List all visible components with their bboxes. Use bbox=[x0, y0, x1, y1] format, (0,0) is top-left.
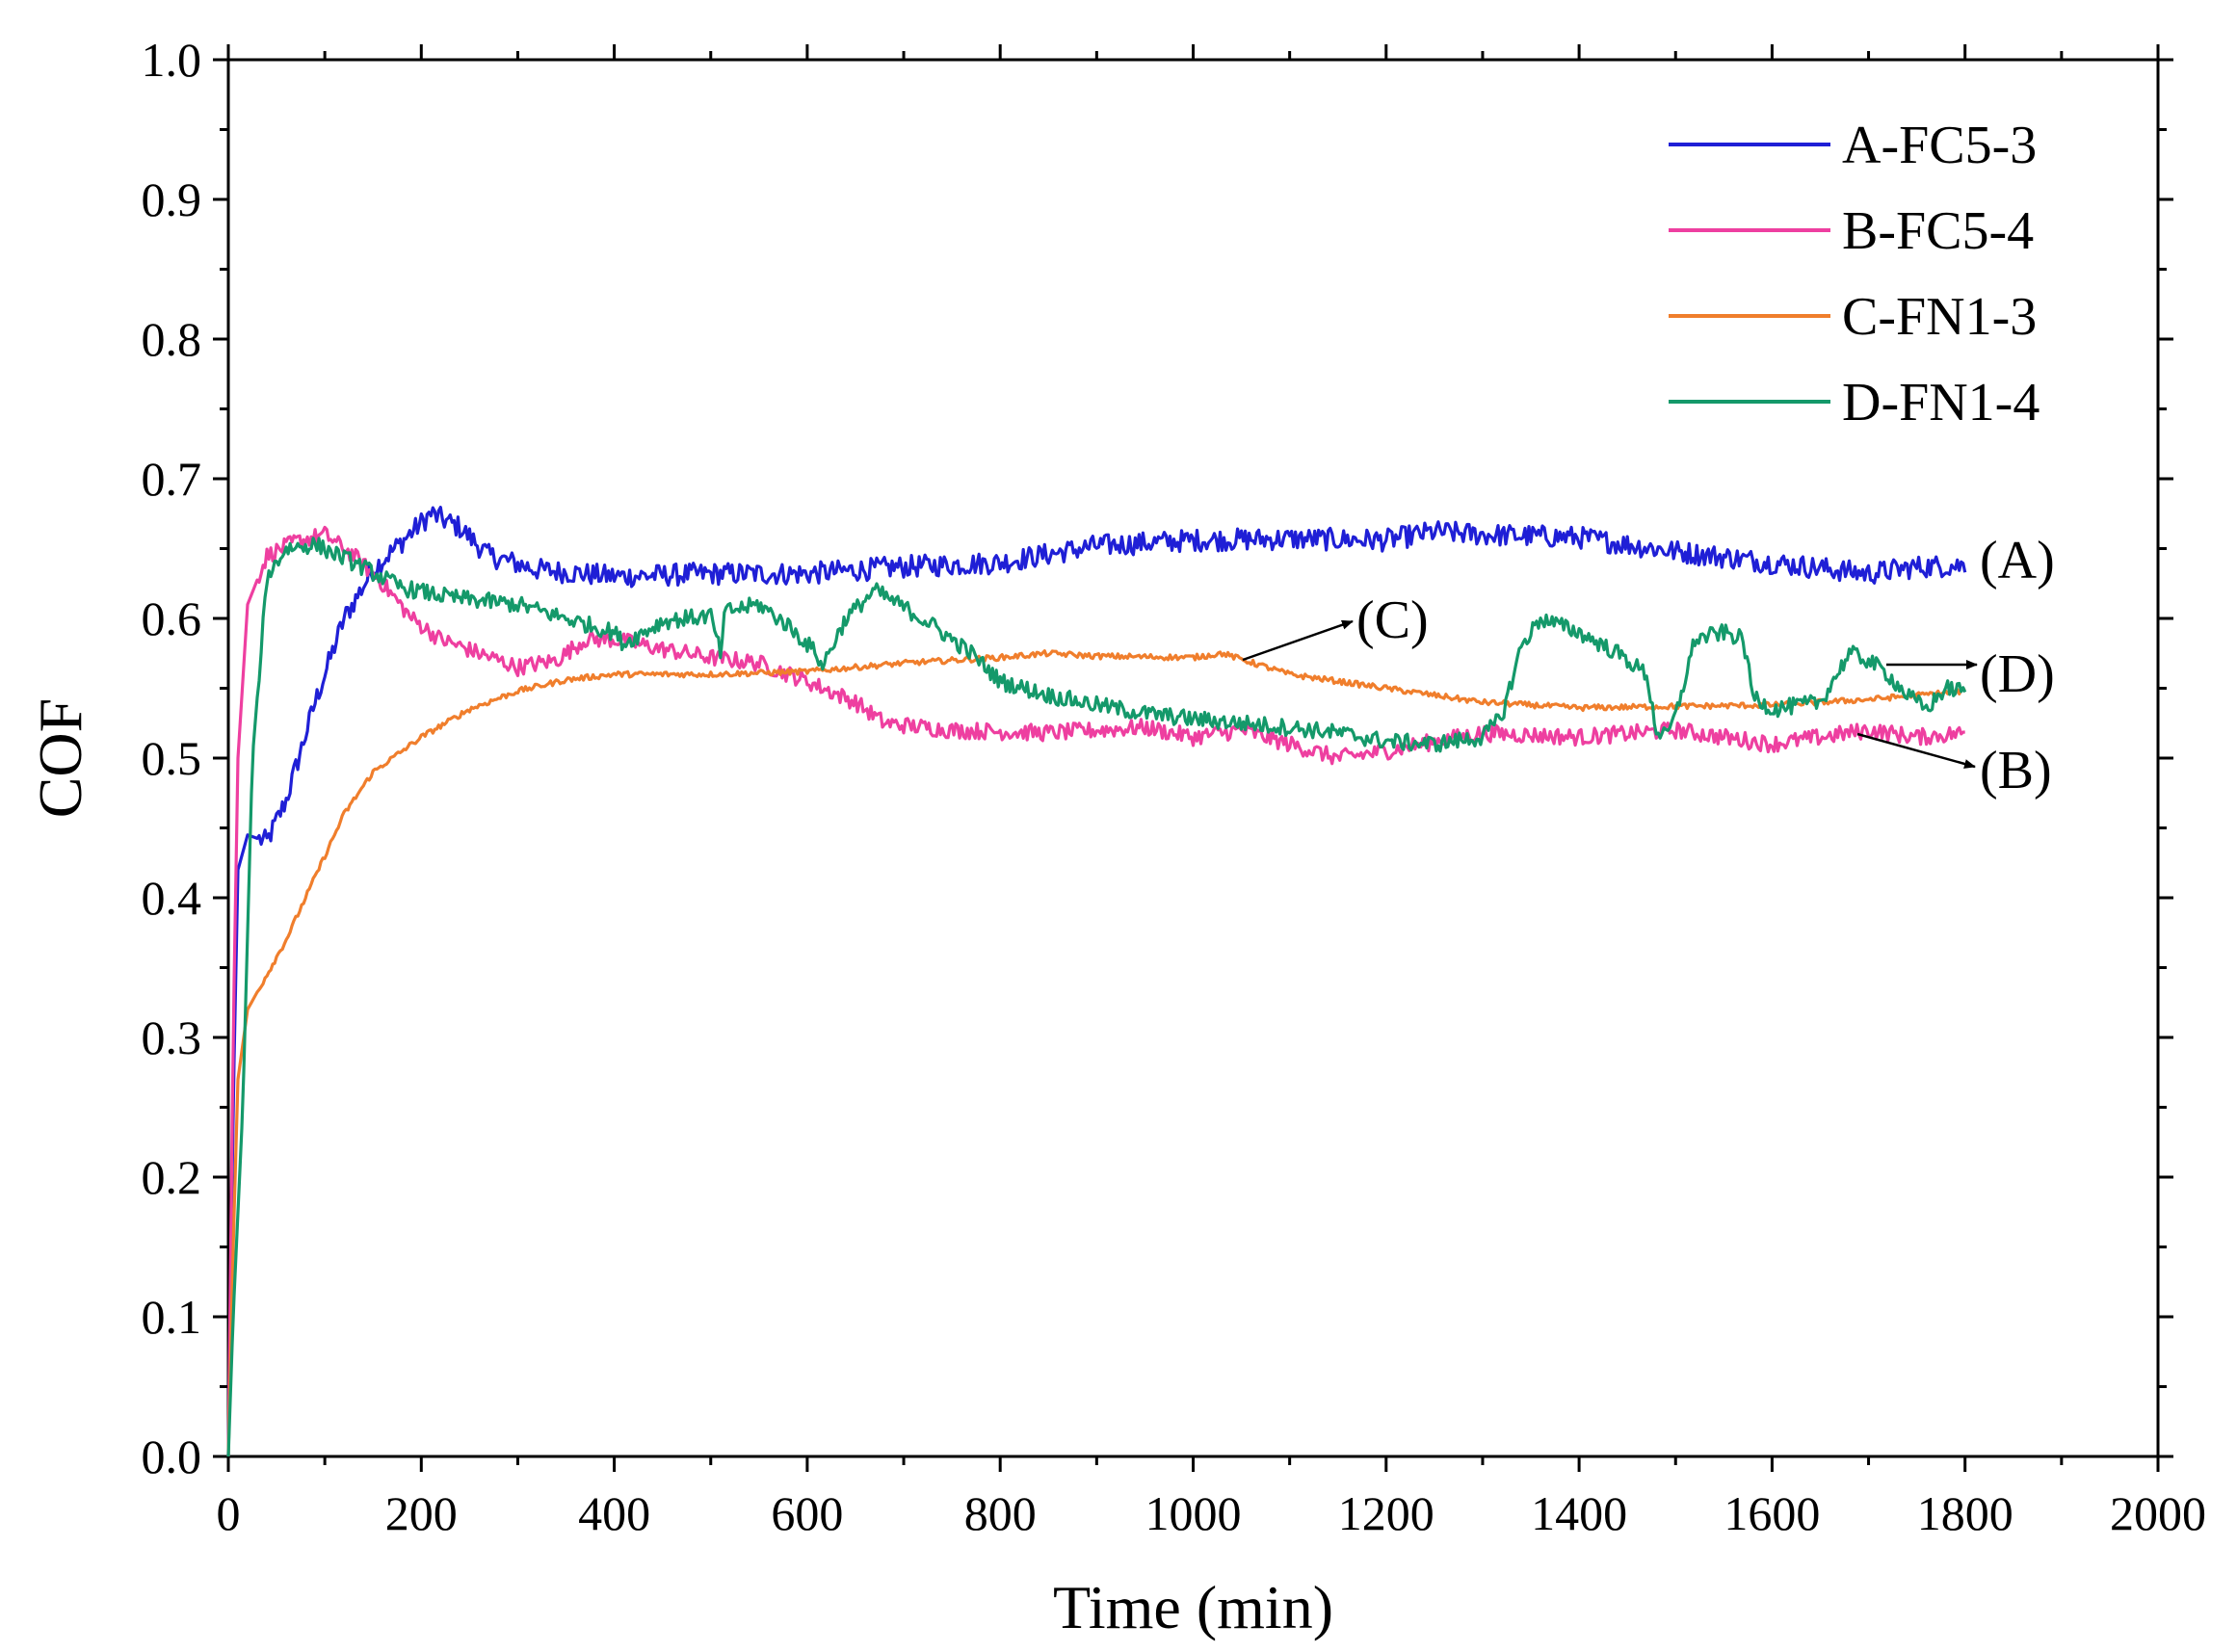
x-tick-label: 1400 bbox=[1531, 1486, 1627, 1540]
y-tick-label: 1.0 bbox=[142, 33, 202, 87]
series-line-a bbox=[226, 506, 1967, 1457]
annotation-label-a: (A) bbox=[1980, 531, 2055, 590]
legend-label-d: D-FN1-4 bbox=[1842, 373, 2040, 433]
x-tick-label: 2000 bbox=[2110, 1486, 2206, 1540]
series-line-c bbox=[226, 649, 1966, 1457]
y-tick-label: 0.3 bbox=[142, 1010, 202, 1064]
x-tick-label: 1200 bbox=[1338, 1486, 1434, 1540]
x-tick-label: 600 bbox=[771, 1486, 843, 1540]
y-tick-label: 0.4 bbox=[142, 871, 202, 925]
y-tick-label: 0.0 bbox=[142, 1429, 202, 1483]
x-tick-label: 1000 bbox=[1145, 1486, 1242, 1540]
annotation-label-d: (D) bbox=[1980, 644, 2055, 704]
x-tick-label: 400 bbox=[578, 1486, 650, 1540]
plot-frame bbox=[226, 58, 2160, 1458]
annotation-label-c: (C) bbox=[1356, 590, 1429, 650]
y-tick-label: 0.1 bbox=[142, 1290, 202, 1344]
annotation-arrow-b bbox=[1856, 732, 1976, 769]
y-tick-label: 0.6 bbox=[142, 591, 202, 645]
x-tick-label: 0 bbox=[217, 1486, 241, 1540]
legend-label-b: B-FC5-4 bbox=[1842, 201, 2034, 261]
y-tick-label: 0.2 bbox=[142, 1150, 202, 1204]
y-tick-label: 0.7 bbox=[142, 452, 202, 506]
y-axis-title: COF bbox=[26, 698, 94, 819]
series-line-b bbox=[226, 525, 1965, 1457]
legend-label-a: A-FC5-3 bbox=[1842, 116, 2037, 175]
y-tick-label: 0.8 bbox=[142, 312, 202, 366]
series-line-d bbox=[226, 537, 1967, 1457]
x-axis-title: Time (min) bbox=[1053, 1573, 1333, 1641]
y-tick-label: 0.5 bbox=[142, 731, 202, 785]
annotation-label-b: (B) bbox=[1980, 741, 2052, 800]
y-tick-label: 0.9 bbox=[142, 172, 202, 226]
x-tick-label: 1600 bbox=[1724, 1486, 1820, 1540]
x-tick-label: 200 bbox=[385, 1486, 458, 1540]
x-tick-label: 800 bbox=[964, 1486, 1037, 1540]
x-tick-label: 1800 bbox=[1917, 1486, 2013, 1540]
annotation-arrow-c bbox=[1242, 619, 1354, 662]
legend-label-c: C-FN1-3 bbox=[1842, 287, 2037, 347]
